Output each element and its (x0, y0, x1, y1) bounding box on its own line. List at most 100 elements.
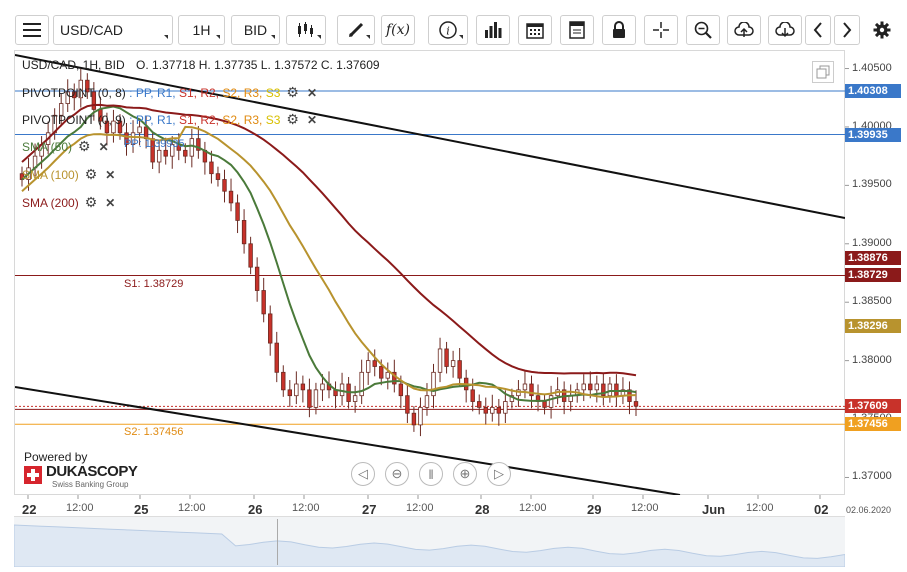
price-tag: 1.38876 (845, 251, 901, 266)
indicator-row[interactable]: PIVOTPOINT (0, 8) : PP, R1, S1, R2, S2, … (22, 84, 317, 101)
draw-button[interactable] (337, 15, 375, 45)
calendar-icon (526, 23, 544, 39)
indicator-param: R2, (200, 86, 223, 100)
x-tick-label: 02.06.2020 (846, 505, 892, 515)
indicator-param: R1, (156, 86, 179, 100)
close-icon[interactable]: ✕ (105, 196, 116, 210)
indicator-row[interactable]: SMA (200) ⚙ ✕ (22, 194, 115, 211)
right-arrow-icon: ▷ (494, 466, 504, 481)
gear-icon[interactable]: ⚙ (78, 138, 91, 154)
x-tick-label: 12:00 (66, 502, 94, 514)
upload-button[interactable] (727, 15, 761, 45)
x-tick-label: 02 (814, 502, 829, 517)
volume-icon (485, 22, 502, 38)
indicator-row[interactable]: SMA (100) ⚙ ✕ (22, 166, 115, 183)
chevron-down-icon (216, 35, 220, 39)
indicator-name: SMA (100) (22, 168, 79, 182)
close-icon[interactable]: ✕ (105, 168, 116, 182)
gear-icon[interactable]: ⚙ (286, 111, 299, 127)
side-select[interactable]: BID (231, 15, 280, 45)
gear-icon[interactable]: ⚙ (84, 166, 98, 182)
menu-icon (23, 23, 41, 37)
toolbar: USD/CAD 1H BID f(x) i (0, 0, 907, 46)
menu-button[interactable] (15, 15, 49, 45)
function-button[interactable]: f(x) (381, 15, 415, 45)
timeframe-select[interactable]: 1H (178, 15, 225, 45)
price-tag: 1.38296 (845, 319, 901, 334)
close-icon[interactable]: ✕ (98, 140, 109, 154)
close-icon[interactable]: ✕ (306, 113, 318, 127)
indicator-name: SMA (50) (22, 140, 73, 154)
close-icon[interactable]: ✕ (306, 86, 318, 100)
price-tag: 1.37456 (845, 417, 901, 432)
upload-icon (734, 22, 754, 37)
gear-icon[interactable]: ⚙ (286, 84, 299, 100)
brand-sub: Swiss Banking Group (52, 480, 129, 489)
symbol-select[interactable]: USD/CAD (53, 15, 173, 45)
candles-icon (298, 22, 313, 37)
zoom-button[interactable] (686, 15, 720, 45)
download-icon (775, 22, 795, 38)
x-tick-label: 12:00 (746, 502, 774, 514)
gear-icon[interactable]: ⚙ (84, 194, 98, 210)
left-arrow-button[interactable]: ◁ (351, 462, 375, 486)
crosshair-button[interactable] (644, 15, 678, 45)
indicator-separator: : (125, 86, 136, 100)
price-tag: 1.39935 (845, 127, 901, 142)
expand-button[interactable] (812, 61, 834, 83)
navigator-panel[interactable] (13, 516, 846, 568)
pivot-s2-label: S2: 1.37456 (124, 426, 184, 438)
prev-icon (813, 22, 822, 38)
indicator-param: R3, (243, 113, 266, 127)
right-arrow-button[interactable]: ▷ (487, 462, 511, 486)
x-tick-label: 28 (475, 502, 490, 517)
indicator-param: S2, (222, 113, 244, 127)
y-tick-label: 1.39000 (852, 236, 892, 249)
x-tick-label: 12:00 (406, 502, 434, 514)
report-button[interactable] (560, 15, 594, 45)
chevron-down-icon (164, 35, 168, 39)
zoom-out-button[interactable]: ⊖ (385, 462, 409, 486)
indicator-param: S3 (265, 113, 281, 127)
indicator-name: SMA (200) (22, 196, 79, 210)
swiss-cross-icon (24, 466, 42, 484)
indicator-param: S3 (265, 86, 281, 100)
report-icon (569, 21, 585, 39)
x-tick-label: 12:00 (631, 502, 659, 514)
symbol-value: USD/CAD (60, 22, 124, 38)
pause-button[interactable]: ‖ (419, 462, 443, 486)
x-tick-label: 12:00 (292, 502, 320, 514)
draw-icon (348, 22, 364, 38)
pivot-s1-label: S1: 1.38729 (124, 278, 184, 290)
settings-button[interactable] (867, 15, 897, 45)
prev-button[interactable] (805, 15, 831, 45)
indicator-name: PIVOTPOINT (0, 9) (22, 113, 126, 127)
x-tick-label: 27 (362, 502, 377, 517)
chevron-down-icon (271, 35, 275, 39)
download-button[interactable] (768, 15, 802, 45)
indicator-param: R2, (200, 113, 223, 127)
indicator-row[interactable]: SMA (50) ⚙ ✕ (22, 138, 109, 155)
info-button[interactable]: i (428, 15, 468, 45)
indicator-param: S2, (222, 86, 244, 100)
indicator-param: S1, (178, 86, 201, 100)
lock-button[interactable] (602, 15, 636, 45)
chart-type-button[interactable] (286, 15, 326, 45)
price-tag: 1.38729 (845, 268, 901, 283)
powered-by: Powered by (24, 450, 88, 464)
chart-title-text: USD/CAD, 1H, BID (22, 58, 125, 72)
x-tick-label: 25 (134, 502, 149, 517)
indicator-param: R1, (156, 113, 179, 127)
next-button[interactable] (834, 15, 860, 45)
indicator-param: R3, (243, 86, 266, 100)
volume-button[interactable] (476, 15, 510, 45)
y-tick-label: 1.37000 (852, 470, 892, 483)
calendar-button[interactable] (518, 15, 552, 45)
indicator-row[interactable]: PIVOTPOINT (0, 9) : PP, R1, S1, R2, S2, … (22, 111, 317, 128)
chevron-down-icon (317, 35, 321, 39)
zoom-in-icon: ⊕ (459, 466, 471, 481)
zoom-in-button[interactable]: ⊕ (453, 462, 477, 486)
indicator-name: PIVOTPOINT (0, 8) (22, 86, 126, 100)
pause-icon: ‖ (428, 466, 434, 482)
